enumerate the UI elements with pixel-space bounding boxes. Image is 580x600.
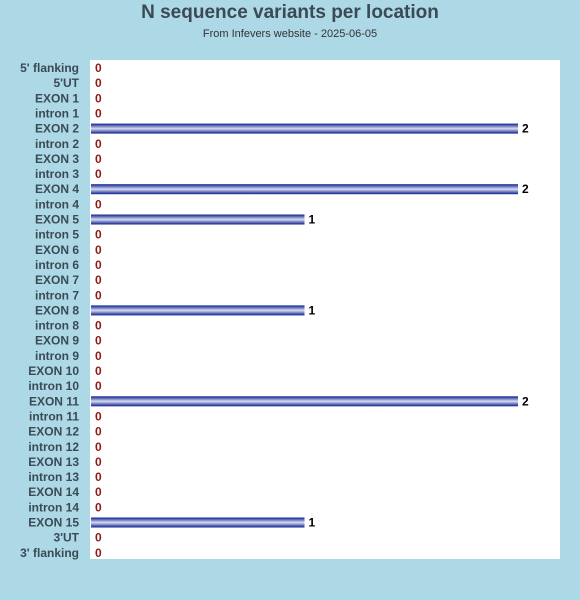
chart-subtitle: From Infevers website - 2025-06-05: [202, 28, 378, 40]
value-label: 1: [309, 516, 316, 530]
value-label: 0: [95, 167, 102, 181]
value-label: 0: [95, 334, 102, 348]
category-label: EXON 14: [28, 485, 79, 499]
value-label: 2: [522, 394, 529, 408]
value-label: 0: [95, 228, 102, 242]
category-label: intron 11: [29, 409, 79, 423]
category-label: EXON 2: [35, 122, 79, 136]
bar: [91, 123, 518, 134]
category-label: EXON 1: [35, 91, 79, 105]
category-label: intron 8: [35, 319, 79, 333]
category-label: intron 9: [35, 349, 79, 363]
category-label: intron 7: [35, 288, 79, 302]
value-label: 0: [95, 364, 102, 378]
category-label: intron 1: [35, 106, 79, 120]
value-label: 0: [95, 243, 102, 257]
bar: [91, 517, 305, 528]
category-label: EXON 4: [35, 182, 79, 196]
category-label: intron 5: [35, 228, 79, 242]
category-label: EXON 10: [28, 364, 79, 378]
value-label: 0: [95, 455, 102, 469]
category-label: EXON 8: [35, 303, 79, 317]
value-label: 0: [95, 440, 102, 454]
value-label: 0: [95, 258, 102, 272]
value-label: 0: [95, 425, 102, 439]
bar: [91, 214, 305, 225]
value-label: 2: [522, 122, 529, 136]
value-label: 0: [95, 61, 102, 75]
category-label: EXON 5: [35, 213, 79, 227]
bar: [91, 305, 305, 316]
category-label: intron 3: [35, 167, 79, 181]
category-label: EXON 3: [35, 152, 79, 166]
bar: [91, 396, 518, 407]
category-label: intron 13: [28, 470, 79, 484]
category-label: 3'UT: [53, 531, 79, 545]
category-label: intron 10: [28, 379, 79, 393]
value-label: 2: [522, 182, 529, 196]
value-label: 0: [95, 288, 102, 302]
value-label: 0: [95, 485, 102, 499]
value-label: 1: [309, 303, 316, 317]
value-label: 0: [95, 137, 102, 151]
value-label: 0: [95, 379, 102, 393]
value-label: 0: [95, 106, 102, 120]
category-label: intron 4: [35, 197, 79, 211]
category-label: EXON 6: [35, 243, 79, 257]
category-label: 5'UT: [53, 76, 79, 90]
bar: [91, 184, 518, 195]
category-label: EXON 15: [28, 516, 79, 530]
chart-title: N sequence variants per location: [141, 2, 439, 23]
value-label: 0: [95, 409, 102, 423]
category-label: intron 6: [35, 258, 79, 272]
value-label: 0: [95, 470, 102, 484]
value-label: 0: [95, 91, 102, 105]
category-label: 3' flanking: [20, 546, 79, 560]
category-label: 5' flanking: [20, 61, 79, 75]
category-label: EXON 7: [35, 273, 79, 287]
value-label: 0: [95, 273, 102, 287]
category-label: intron 12: [28, 440, 79, 454]
value-label: 0: [95, 531, 102, 545]
category-label: EXON 11: [29, 394, 79, 408]
value-label: 0: [95, 500, 102, 514]
value-label: 1: [309, 213, 316, 227]
category-label: EXON 12: [28, 425, 79, 439]
value-label: 0: [95, 197, 102, 211]
value-label: 0: [95, 152, 102, 166]
category-label: intron 2: [35, 137, 79, 151]
category-label: EXON 13: [28, 455, 79, 469]
value-label: 0: [95, 76, 102, 90]
category-label: intron 14: [28, 500, 79, 514]
value-label: 0: [95, 349, 102, 363]
value-label: 0: [95, 546, 102, 560]
value-label: 0: [95, 319, 102, 333]
bars: [91, 123, 518, 528]
category-label: EXON 9: [35, 334, 79, 348]
